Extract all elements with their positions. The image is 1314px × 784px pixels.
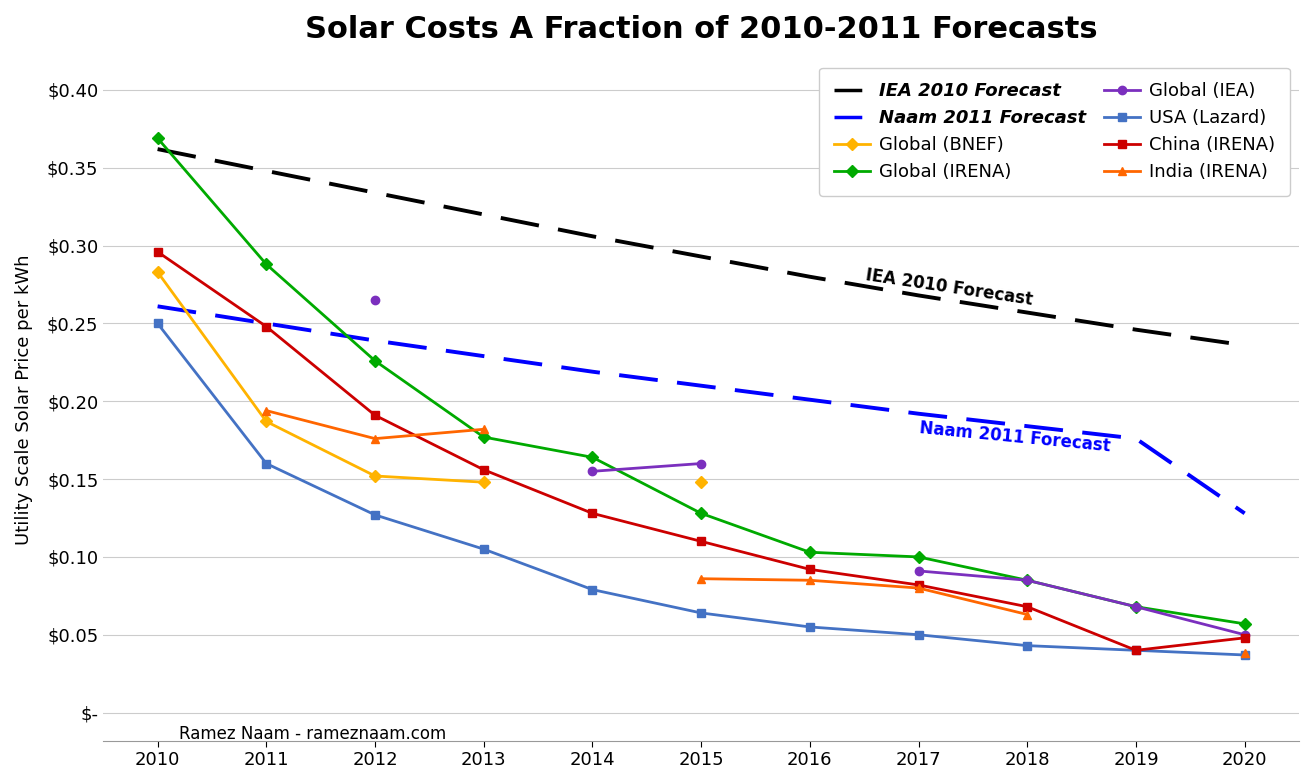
- IEA 2010 Forecast: [150, 144, 166, 154]
- Naam 2011 Forecast: [1236, 509, 1252, 518]
- USA (Lazard): [476, 544, 491, 554]
- Global (BNEF): [259, 417, 275, 426]
- Global (IRENA): [911, 552, 926, 561]
- China (IRENA): [1020, 602, 1035, 612]
- India (IRENA): [367, 434, 382, 443]
- Text: Ramez Naam - rameznaam.com: Ramez Naam - rameznaam.com: [179, 725, 447, 743]
- USA (Lazard): [1236, 650, 1252, 659]
- Naam 2011 Forecast: [367, 336, 382, 345]
- IEA 2010 Forecast: [476, 210, 491, 220]
- USA (Lazard): [911, 630, 926, 640]
- Global (BNEF): [476, 477, 491, 487]
- Line: IEA 2010 Forecast: IEA 2010 Forecast: [158, 149, 1244, 345]
- Global (IRENA): [1127, 602, 1143, 612]
- Global (IRENA): [476, 432, 491, 441]
- China (IRENA): [911, 580, 926, 590]
- Legend: IEA 2010 Forecast, Naam 2011 Forecast, Global (BNEF), Global (IRENA), Global (IE: IEA 2010 Forecast, Naam 2011 Forecast, G…: [820, 68, 1290, 196]
- China (IRENA): [259, 322, 275, 332]
- Global (BNEF): [150, 267, 166, 277]
- China (IRENA): [694, 536, 710, 546]
- Naam 2011 Forecast: [694, 381, 710, 390]
- Line: USA (Lazard): USA (Lazard): [154, 319, 1248, 659]
- USA (Lazard): [1020, 641, 1035, 651]
- IEA 2010 Forecast: [259, 166, 275, 176]
- Global (IRENA): [1236, 619, 1252, 629]
- Naam 2011 Forecast: [585, 367, 600, 376]
- Title: Solar Costs A Fraction of 2010-2011 Forecasts: Solar Costs A Fraction of 2010-2011 Fore…: [305, 15, 1097, 44]
- Global (IRENA): [259, 260, 275, 269]
- Line: China (IRENA): China (IRENA): [154, 248, 1248, 655]
- China (IRENA): [1236, 633, 1252, 643]
- Naam 2011 Forecast: [476, 351, 491, 361]
- IEA 2010 Forecast: [802, 272, 817, 281]
- Line: India (IRENA): India (IRENA): [261, 406, 487, 443]
- Text: Naam 2011 Forecast: Naam 2011 Forecast: [918, 419, 1112, 455]
- China (IRENA): [476, 465, 491, 474]
- India (IRENA): [476, 425, 491, 434]
- Global (IRENA): [694, 509, 710, 518]
- USA (Lazard): [259, 459, 275, 468]
- IEA 2010 Forecast: [911, 291, 926, 300]
- USA (Lazard): [694, 608, 710, 618]
- IEA 2010 Forecast: [585, 231, 600, 241]
- China (IRENA): [367, 411, 382, 420]
- China (IRENA): [585, 509, 600, 518]
- China (IRENA): [802, 564, 817, 574]
- India (IRENA): [259, 406, 275, 416]
- IEA 2010 Forecast: [1127, 325, 1143, 334]
- USA (Lazard): [367, 510, 382, 520]
- USA (Lazard): [585, 585, 600, 594]
- Line: Global (BNEF): Global (BNEF): [154, 268, 487, 486]
- Naam 2011 Forecast: [150, 302, 166, 311]
- Text: IEA 2010 Forecast: IEA 2010 Forecast: [865, 266, 1034, 309]
- IEA 2010 Forecast: [1020, 308, 1035, 318]
- Line: Naam 2011 Forecast: Naam 2011 Forecast: [158, 307, 1244, 514]
- Y-axis label: Utility Scale Solar Price per kWh: Utility Scale Solar Price per kWh: [14, 255, 33, 545]
- Line: Global (IRENA): Global (IRENA): [154, 134, 1248, 628]
- USA (Lazard): [1127, 645, 1143, 655]
- Naam 2011 Forecast: [259, 319, 275, 328]
- Naam 2011 Forecast: [802, 395, 817, 405]
- Global (IRENA): [802, 547, 817, 557]
- China (IRENA): [1127, 645, 1143, 655]
- USA (Lazard): [150, 319, 166, 328]
- Naam 2011 Forecast: [1127, 434, 1143, 443]
- Global (IRENA): [367, 356, 382, 365]
- IEA 2010 Forecast: [1236, 340, 1252, 350]
- Global (IRENA): [150, 133, 166, 143]
- USA (Lazard): [802, 622, 817, 632]
- Naam 2011 Forecast: [1020, 422, 1035, 431]
- Global (BNEF): [367, 471, 382, 481]
- Global (IRENA): [1020, 575, 1035, 585]
- China (IRENA): [150, 247, 166, 256]
- Global (IRENA): [585, 452, 600, 462]
- IEA 2010 Forecast: [694, 252, 710, 261]
- IEA 2010 Forecast: [367, 188, 382, 198]
- Naam 2011 Forecast: [911, 409, 926, 419]
